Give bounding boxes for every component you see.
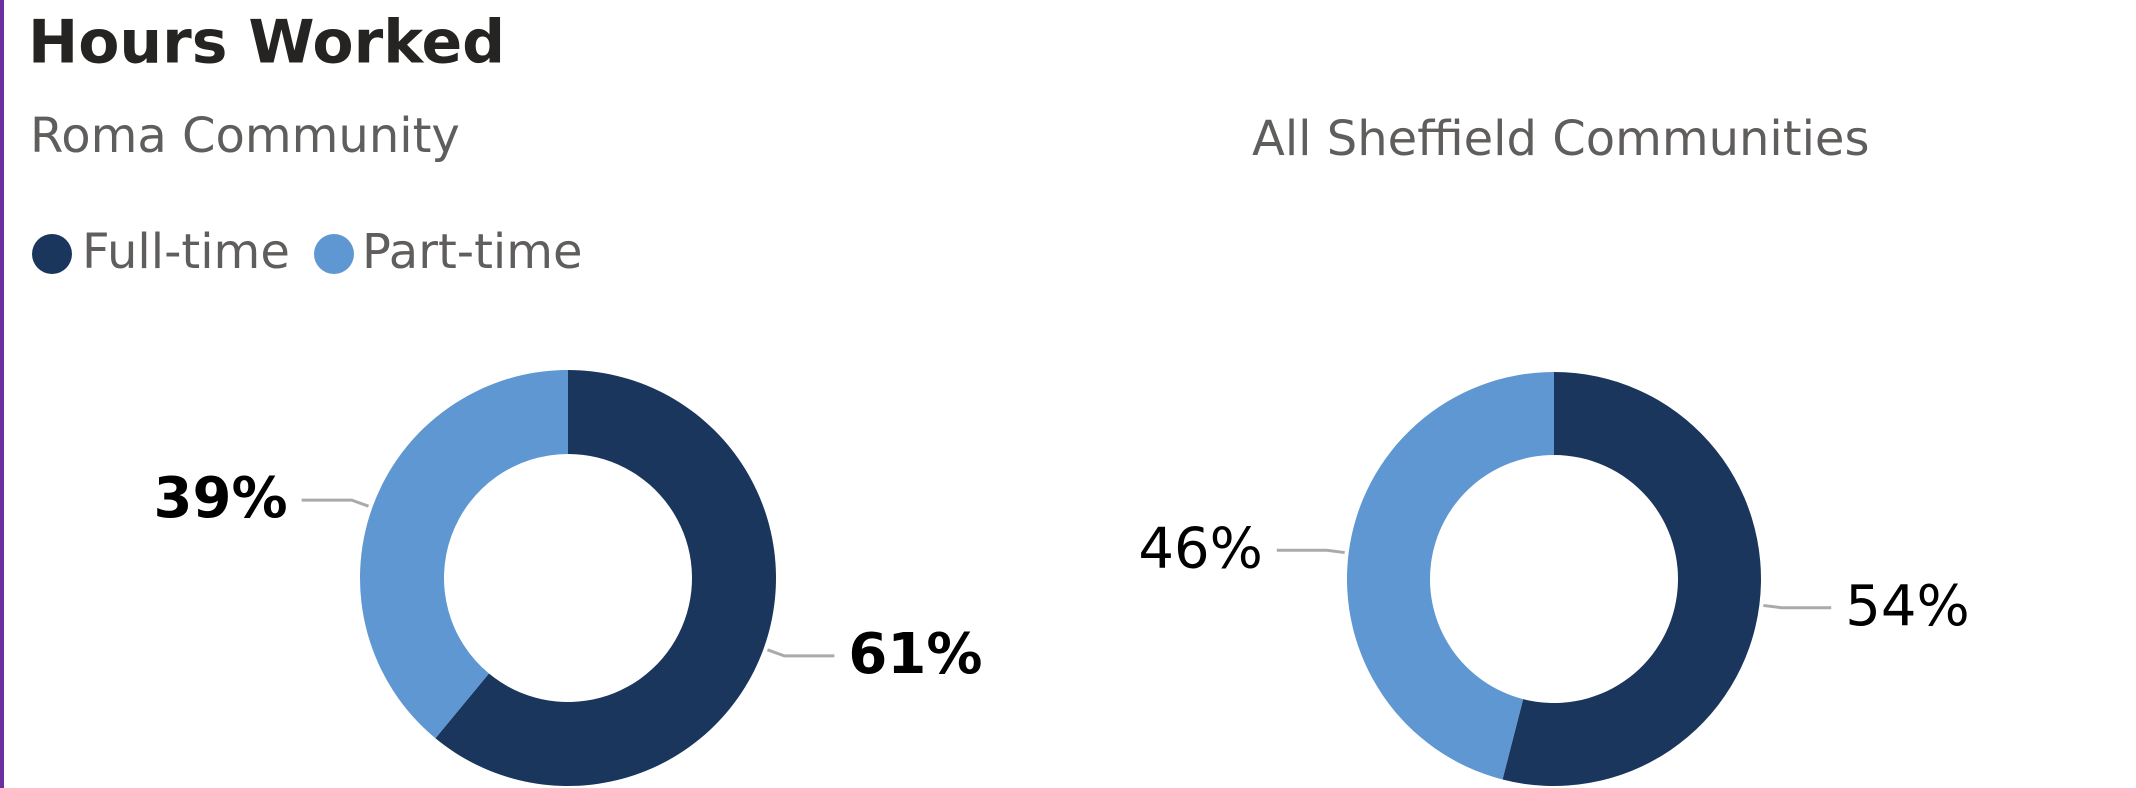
data-label: 61% xyxy=(848,622,982,687)
legend-label: Full-time xyxy=(82,224,290,280)
legend-label: Part-time xyxy=(362,224,583,280)
left-border xyxy=(0,0,4,788)
donut-slice xyxy=(435,370,776,787)
legend-swatch xyxy=(32,234,72,274)
donut-slice xyxy=(359,370,568,739)
legend-swatch xyxy=(314,234,354,274)
leader-line xyxy=(1763,603,1832,610)
title: Hours Worked xyxy=(28,8,505,78)
donut-slice xyxy=(1502,372,1761,786)
subtitle: Roma Community xyxy=(30,108,460,164)
data-label: 39% xyxy=(154,466,288,531)
data-label: 54% xyxy=(1845,574,1969,639)
leader-line xyxy=(301,498,370,508)
subtitle: All Sheffield Communities xyxy=(1252,111,1869,167)
leader-line xyxy=(766,648,835,658)
leader-line xyxy=(1276,548,1345,555)
donut-slice xyxy=(1347,372,1554,780)
data-label: 46% xyxy=(1138,516,1262,581)
